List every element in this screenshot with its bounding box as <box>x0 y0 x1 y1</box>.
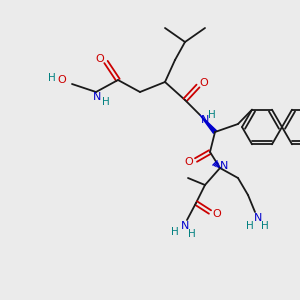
Text: O: O <box>184 157 194 167</box>
Polygon shape <box>200 115 217 133</box>
Text: O: O <box>58 75 66 85</box>
Text: O: O <box>96 54 104 64</box>
Text: N: N <box>254 213 262 223</box>
Text: N: N <box>220 161 228 171</box>
Text: H: H <box>171 227 179 237</box>
Text: H: H <box>246 221 254 231</box>
Text: H: H <box>102 97 110 107</box>
Text: O: O <box>213 209 221 219</box>
Text: H: H <box>208 110 216 120</box>
Text: N: N <box>201 115 209 125</box>
Text: H: H <box>188 229 196 239</box>
Text: N: N <box>181 221 189 231</box>
Text: N: N <box>93 92 101 102</box>
Text: H: H <box>48 73 56 83</box>
Text: H: H <box>261 221 269 231</box>
Text: O: O <box>200 78 208 88</box>
